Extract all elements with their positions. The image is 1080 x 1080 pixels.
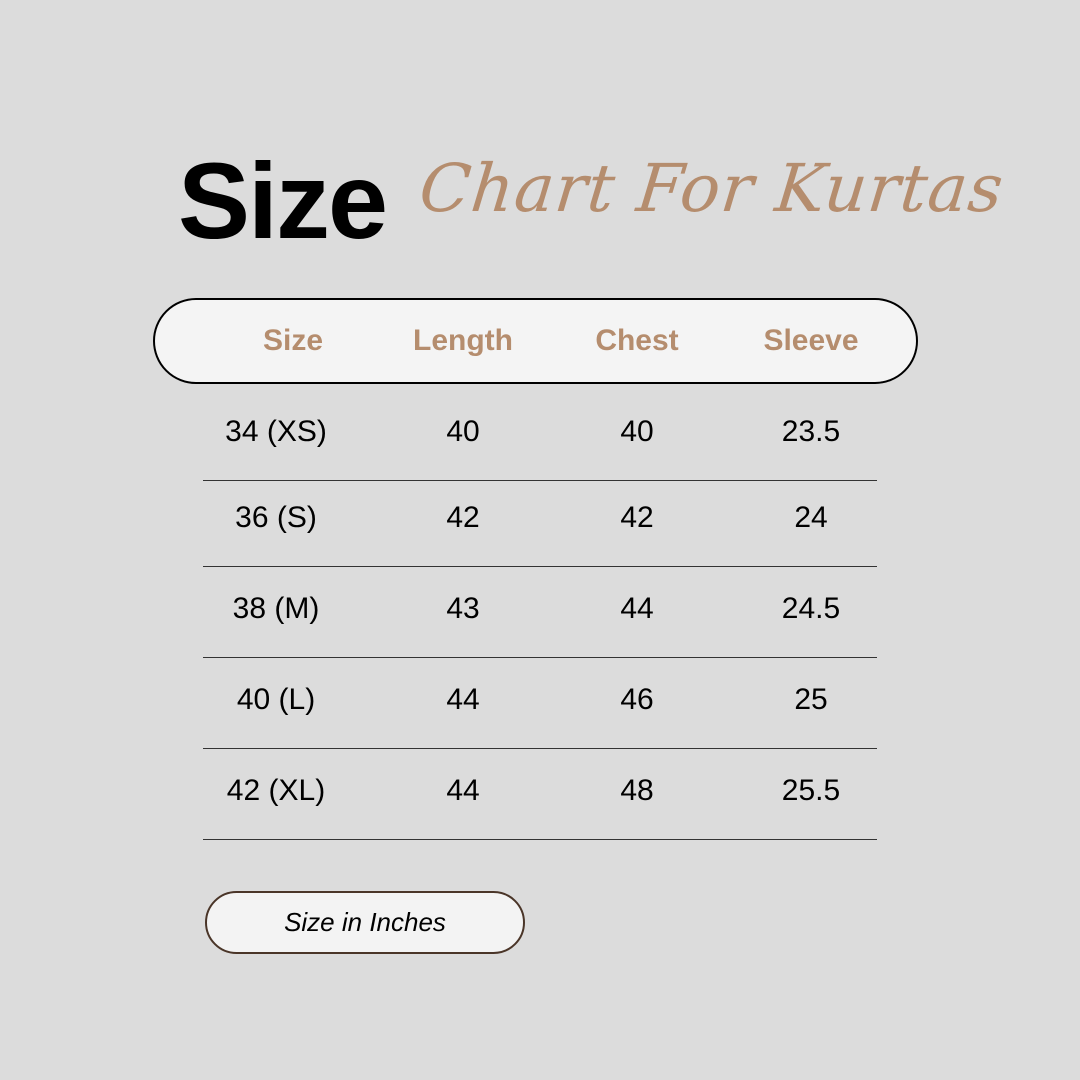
cell-length: 44 [446, 774, 480, 807]
cell-sleeve: 24 [794, 501, 828, 534]
cell-size: 42 (XL) [226, 774, 326, 807]
cell-chest: 46 [620, 683, 654, 716]
units-note: Size in Inches [205, 891, 525, 954]
cell-size: 36 (S) [235, 501, 317, 534]
row-divider [203, 480, 877, 481]
cell-size: 34 (XS) [225, 415, 327, 448]
cell-length: 42 [446, 501, 480, 534]
table-row: 40 (L) 44 46 25 [203, 658, 877, 749]
row-divider [203, 566, 877, 567]
title-script: Chart For Kurtas [415, 150, 1008, 227]
cell-chest: 44 [620, 592, 654, 625]
cell-length: 43 [446, 592, 480, 625]
cell-size: 38 (M) [232, 592, 320, 625]
cell-chest: 48 [620, 774, 654, 807]
header-length: Length [413, 324, 513, 357]
cell-size: 40 (L) [236, 683, 316, 716]
table-header: Size Length Chest Sleeve [153, 298, 918, 384]
cell-chest: 40 [620, 415, 654, 448]
cell-length: 44 [446, 683, 480, 716]
row-divider [203, 748, 877, 749]
cell-sleeve: 25.5 [781, 774, 841, 807]
cell-chest: 42 [620, 501, 654, 534]
header-sleeve: Sleeve [763, 324, 859, 357]
table-row: 34 (XS) 40 40 23.5 [203, 390, 877, 481]
cell-sleeve: 24.5 [781, 592, 841, 625]
title-size: Size [178, 140, 388, 261]
table-row: 38 (M) 43 44 24.5 [203, 567, 877, 658]
cell-sleeve: 23.5 [781, 415, 841, 448]
table-row: 42 (XL) 44 48 25.5 [203, 749, 877, 840]
row-divider [203, 657, 877, 658]
header-chest: Chest [595, 324, 679, 357]
cell-length: 40 [446, 415, 480, 448]
row-divider [203, 839, 877, 840]
header-size: Size [262, 324, 324, 357]
cell-sleeve: 25 [794, 683, 828, 716]
table-row: 36 (S) 42 42 24 [203, 476, 877, 567]
